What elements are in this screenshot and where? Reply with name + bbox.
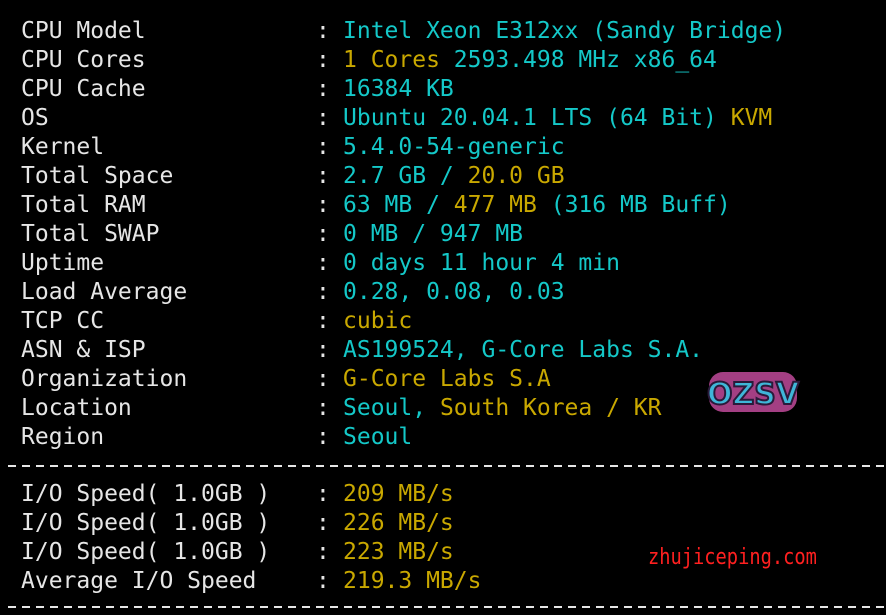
- row-value: 0.28, 0.08, 0.03: [343, 278, 565, 307]
- row-value: 209 MB/s: [343, 480, 454, 509]
- row-label: Kernel: [21, 134, 105, 160]
- value-segment: Intel Xeon E312xx (Sandy Bridge): [343, 18, 787, 44]
- row-value: Ubuntu 20.04.1 LTS (64 Bit) KVM: [343, 104, 772, 133]
- row-label: CPU Cache: [21, 76, 146, 102]
- row-separator: :: [316, 192, 330, 218]
- row-label: Location: [21, 395, 132, 421]
- row-value: Seoul, South Korea / KR: [343, 394, 662, 423]
- row-value: 1 Cores 2593.498 MHz x86_64: [343, 46, 717, 75]
- row-label: Load Average: [21, 279, 188, 305]
- ozsv-logo: OZSV: [706, 372, 801, 413]
- row-separator: :: [316, 395, 330, 421]
- row-separator: :: [316, 366, 330, 392]
- row-label: Average I/O Speed: [21, 568, 257, 594]
- value-segment: South Korea / KR: [439, 395, 662, 421]
- value-segment: G-Core Labs S.A: [343, 366, 551, 392]
- value-segment: 2.7 GB /: [343, 163, 468, 189]
- separator-line: [8, 606, 886, 608]
- row-separator: :: [316, 510, 330, 536]
- row-label: I/O Speed( 1.0GB ): [21, 539, 271, 565]
- value-segment: 5.4.0-54-generic: [343, 134, 565, 160]
- row-separator: :: [316, 76, 330, 102]
- row-label: OS: [21, 105, 49, 131]
- row-label: ASN & ISP: [21, 337, 146, 363]
- row-separator: :: [316, 424, 330, 450]
- row-label: Total SWAP: [21, 221, 160, 247]
- row-label: CPU Model: [21, 18, 146, 44]
- value-segment: Seoul,: [343, 395, 440, 421]
- row-label: Uptime: [21, 250, 105, 276]
- row-value: 223 MB/s: [343, 538, 454, 567]
- row-value: AS199524, G-Core Labs S.A.: [343, 336, 703, 365]
- row-value: Seoul: [343, 423, 412, 452]
- row-value: 5.4.0-54-generic: [343, 133, 565, 162]
- row-value: Intel Xeon E312xx (Sandy Bridge): [343, 17, 786, 46]
- row-value: 226 MB/s: [343, 509, 454, 538]
- value-segment: 0 MB / 947 MB: [343, 221, 524, 247]
- value-segment: 226 MB/s: [343, 510, 454, 536]
- value-segment: Seoul: [343, 424, 413, 450]
- row-separator: :: [316, 134, 330, 160]
- value-segment: 63 MB /: [343, 192, 454, 218]
- row-separator: :: [316, 18, 330, 44]
- row-value: 2.7 GB / 20.0 GB: [343, 162, 565, 191]
- row-label: Region: [21, 424, 105, 450]
- row-label: CPU Cores: [21, 47, 146, 73]
- value-segment: KVM: [730, 105, 773, 131]
- value-segment: 16384 KB: [343, 76, 454, 102]
- value-segment: 1 Cores: [343, 47, 454, 73]
- row-label: Total RAM: [21, 192, 146, 218]
- row-value: 16384 KB: [343, 75, 454, 104]
- row-separator: :: [316, 221, 330, 247]
- row-label: Total Space: [21, 163, 174, 189]
- value-segment: Ubuntu 20.04.1 LTS (64 Bit): [343, 105, 731, 131]
- row-value: 63 MB / 477 MB (316 MB Buff): [343, 191, 731, 220]
- row-label: TCP CC: [21, 308, 105, 334]
- value-segment: cubic: [343, 308, 413, 334]
- value-segment: 0.28, 0.08, 0.03: [343, 279, 565, 305]
- row-label: I/O Speed( 1.0GB ): [21, 510, 271, 536]
- row-value: 219.3 MB/s: [343, 567, 481, 596]
- row-separator: :: [316, 481, 330, 507]
- value-segment: 0 days 11 hour 4 min: [343, 250, 620, 276]
- value-segment: AS199524, G-Core Labs S.A.: [343, 337, 704, 363]
- row-value: G-Core Labs S.A: [343, 365, 551, 394]
- row-separator: :: [316, 163, 330, 189]
- row-value: 0 MB / 947 MB: [343, 220, 523, 249]
- value-segment: 2593.498 MHz x86_64: [453, 47, 717, 73]
- value-segment: 223 MB/s: [343, 539, 454, 565]
- row-separator: :: [316, 105, 330, 131]
- row-separator: :: [316, 47, 330, 73]
- row-value: cubic: [343, 307, 412, 336]
- row-separator: :: [316, 539, 330, 565]
- value-segment: 20.0 GB: [467, 163, 565, 189]
- row-separator: :: [316, 308, 330, 334]
- separator-line: [8, 465, 886, 467]
- watermark-text: zhujiceping.com: [648, 545, 817, 570]
- row-separator: :: [316, 279, 330, 305]
- row-separator: :: [316, 250, 330, 276]
- value-segment: 477 MB: [453, 192, 537, 218]
- row-label: I/O Speed( 1.0GB ): [21, 481, 271, 507]
- value-segment: 209 MB/s: [343, 481, 454, 507]
- row-label: Organization: [21, 366, 188, 392]
- row-value: 0 days 11 hour 4 min: [343, 249, 620, 278]
- svg-text:OZSV: OZSV: [707, 377, 800, 412]
- value-segment: (316 MB Buff): [536, 192, 731, 218]
- value-segment: 219.3 MB/s: [343, 568, 482, 594]
- row-separator: :: [316, 337, 330, 363]
- row-separator: :: [316, 568, 330, 594]
